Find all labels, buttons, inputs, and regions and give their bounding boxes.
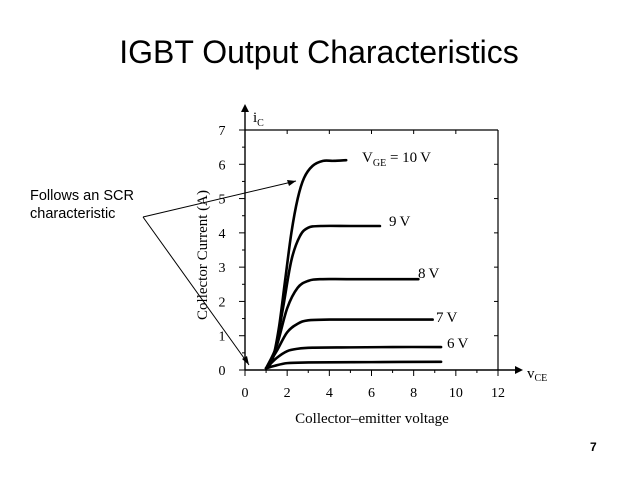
annotation-text: Follows an SCR characteristic	[30, 187, 134, 223]
x-tick-label-2: 2	[284, 386, 291, 401]
page-number: 7	[590, 440, 597, 454]
x-axis-arrow	[515, 366, 523, 374]
y-tick-label-1: 1	[219, 330, 226, 345]
curve-6-v	[264, 345, 443, 370]
curve-label-2: 8 V	[418, 266, 440, 282]
y-tick-label-5: 5	[219, 193, 226, 208]
y-tick-label-4: 4	[219, 227, 226, 242]
x-axis-label: Collector–emitter voltage	[295, 411, 449, 427]
curve-base	[264, 360, 443, 370]
annotation-line-1: Follows an SCR	[30, 188, 134, 204]
y-axis-arrow	[241, 104, 249, 112]
curve-label-3: 7 V	[436, 310, 458, 326]
pointer-arrowhead-lower	[242, 356, 249, 365]
y-tick-label-7: 7	[219, 124, 226, 139]
curve-label-value: = 10 V	[386, 150, 431, 166]
x-axis-symbol: vCE	[527, 366, 547, 384]
y-tick-label-6: 6	[219, 158, 226, 173]
y-axis-label: Collector Current (A)	[195, 190, 211, 320]
x-tick-label-4: 4	[326, 386, 333, 401]
y-tick-label-0: 0	[219, 364, 226, 379]
y-axis-symbol: iC	[253, 110, 264, 129]
x-axis-symbol-subscript: CE	[535, 373, 548, 384]
pointer-arrowhead-upper	[287, 180, 296, 186]
annotation-line-2: characteristic	[30, 206, 116, 222]
y-tick-label-2: 2	[219, 295, 226, 310]
curve-label-4: 6 V	[447, 336, 469, 352]
x-tick-label-6: 6	[368, 386, 375, 401]
slide-title: IGBT Output Characteristics	[119, 34, 519, 70]
curve-label-1: 9 V	[389, 214, 411, 230]
annotation-pointers	[142, 180, 297, 366]
x-tick-label-12: 12	[491, 386, 505, 401]
curve-label-symbol: V	[362, 150, 373, 166]
pointer-line-upper	[142, 180, 297, 218]
x-tick-label-0: 0	[242, 386, 249, 401]
curve-8-v	[264, 277, 420, 370]
curve-label-subscript: GE	[373, 158, 386, 169]
curve-label-0: VGE = 10 V	[362, 150, 431, 169]
x-tick-label-8: 8	[410, 386, 417, 401]
curve-7-v	[264, 318, 434, 370]
x-tick-label-10: 10	[449, 386, 463, 401]
curves	[264, 158, 443, 370]
y-tick-label-3: 3	[219, 261, 226, 276]
pointer-line-lower	[142, 216, 250, 366]
y-axis-symbol-subscript: C	[257, 118, 264, 129]
curve-labels: VGE = 10 V 9 V 8 V 7 V 6 V	[362, 150, 469, 352]
